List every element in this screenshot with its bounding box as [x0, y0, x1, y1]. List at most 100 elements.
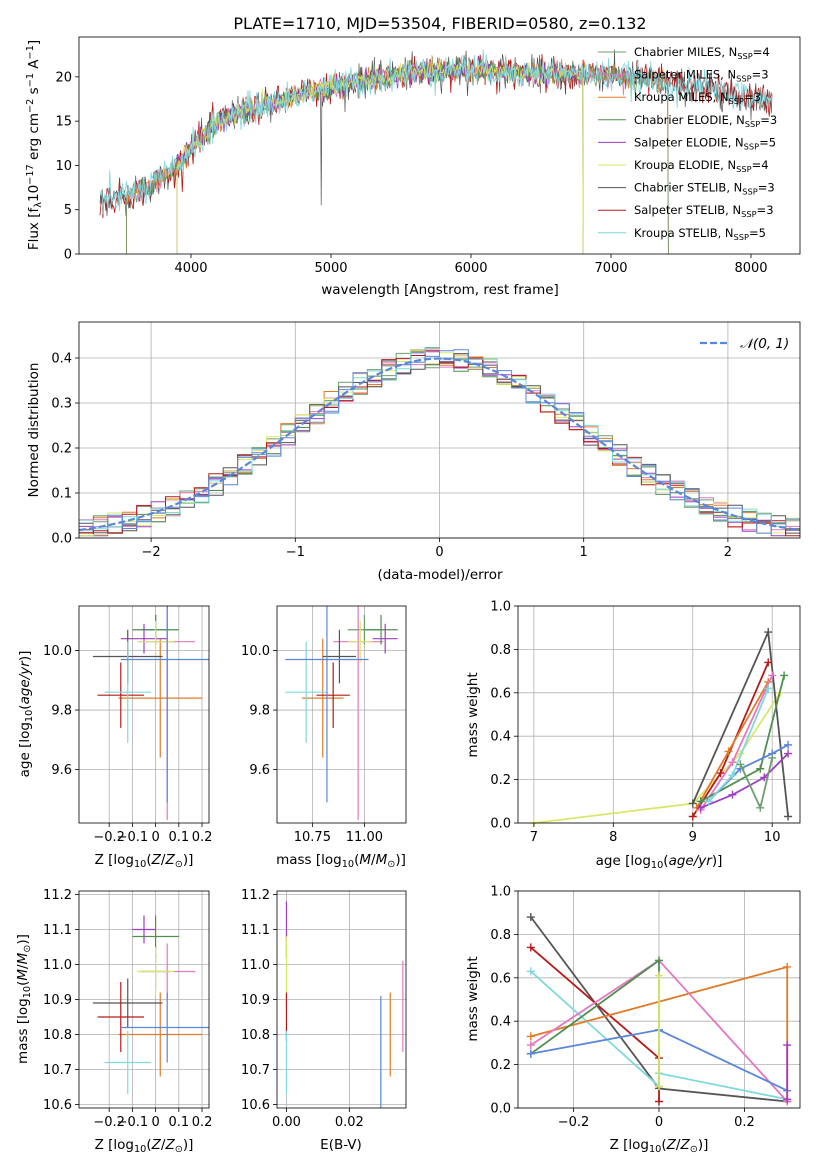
y-tick-label: 20 — [55, 70, 72, 85]
residual-histogram-panel: −2 −1 0 1 2 0.0 0.1 0.2 0.3 0.4 𝒩(0, 1) (data-model… — [26, 321, 801, 583]
y-tick-label: 0.0 — [490, 817, 511, 832]
plot-area — [285, 901, 404, 1108]
y-tick-label: 0.8 — [490, 928, 511, 943]
y-tick-label: 15 — [55, 115, 72, 130]
plot-area — [285, 606, 398, 821]
y-tick-label: 11.2 — [241, 888, 270, 903]
y-tick-label: 0.0 — [51, 532, 72, 547]
series-line — [695, 681, 769, 809]
x-tick-label: 0 — [151, 830, 159, 845]
spectrum-line — [176, 56, 584, 255]
plot-area — [99, 49, 773, 255]
legend-label: Salpeter ELODIE, NSSP=5 — [634, 135, 776, 151]
y-axis-label: Normed distribution — [26, 363, 42, 498]
y-tick-label: 11.2 — [43, 888, 72, 903]
y-tick-label: 5 — [64, 203, 72, 218]
series-marker — [784, 740, 793, 749]
y-tick-label: 9.6 — [249, 763, 270, 778]
series-marker — [764, 628, 773, 637]
y-tick-label: 0.6 — [490, 971, 511, 986]
x-tick-label: 0.1 — [168, 1115, 189, 1130]
x-axis-label: Z [log10(Z/Z⊙)] — [610, 1137, 709, 1155]
y-tick-label: 1.0 — [490, 600, 511, 615]
axes-frame — [517, 605, 801, 824]
y-tick-label: 0.0 — [490, 1102, 511, 1117]
axes: 0.00 0.02 10.6 10.7 10.8 10.9 11.0 11.1 11.2 — [241, 888, 407, 1130]
y-axis-label: mass weight — [465, 956, 481, 1041]
legend-label: Kroupa STELIB, NSSP=5 — [634, 226, 766, 242]
mass-vs-extinction-panel: 0.00 0.02 10.6 10.7 10.8 10.9 11.0 11.1 11.2 E(B-… — [241, 888, 407, 1153]
series-marker — [526, 1049, 535, 1058]
y-tick-label: 0.6 — [490, 686, 511, 701]
age-vs-mass-panel: 10.75 11.00 9.6 9.8 10.0 mass [log10(M/M⊙)] — [241, 605, 407, 870]
legend-label: Kroupa ELODIE, NSSP=4 — [634, 158, 769, 174]
y-tick-label: 1.0 — [490, 885, 511, 900]
x-tick-label: 10.75 — [294, 830, 331, 845]
x-tick-label: 0 — [435, 545, 443, 560]
y-tick-label: 10.0 — [43, 644, 72, 659]
series-marker — [764, 658, 773, 667]
x-tick-label: 0.1 — [168, 830, 189, 845]
x-axis-label: Z [log10(Z/Z⊙)] — [95, 1137, 194, 1155]
x-tick-label: 1 — [580, 545, 588, 560]
axes: 7 8 9 10 0.0 0.2 0.4 0.6 0.8 1.0 — [490, 600, 801, 845]
series-marker — [526, 1041, 535, 1050]
series-marker — [783, 1041, 792, 1050]
plot-area — [78, 347, 801, 537]
x-tick-label: −2 — [142, 545, 161, 560]
x-tick-label: −0.1 — [117, 830, 149, 845]
x-tick-label: −0.1 — [117, 1115, 149, 1130]
legend-label: Chabrier STELIB, NSSP=3 — [634, 181, 775, 197]
y-tick-label: 0.4 — [51, 352, 72, 367]
series-marker — [716, 769, 725, 778]
series-marker — [724, 747, 733, 756]
x-axis-label: (data-model)/error — [377, 567, 503, 583]
series-line — [530, 946, 660, 1102]
legend: 𝒩(0, 1) — [700, 336, 789, 352]
series-marker — [688, 799, 697, 808]
series-marker — [783, 1095, 792, 1104]
plot-area — [526, 913, 792, 1106]
y-tick-label: 9.8 — [249, 704, 270, 719]
figure-title: PLATE=1710, MJD=53504, FIBERID=0580, z=0… — [233, 14, 646, 33]
axes: 10.75 11.00 9.6 9.8 10.0 — [241, 605, 407, 845]
axes: −2 −1 0 1 2 0.0 0.1 0.2 0.3 0.4 — [51, 321, 801, 560]
x-tick-label: 4000 — [174, 261, 207, 276]
x-axis-label: mass [log10(M/M⊙)] — [276, 852, 406, 870]
y-tick-label: 10.9 — [241, 993, 270, 1008]
series-marker — [526, 1032, 535, 1041]
series-marker — [764, 684, 773, 693]
series-marker — [768, 671, 777, 680]
normal-curve — [78, 357, 801, 532]
x-tick-label: 0.02 — [335, 1115, 364, 1130]
y-tick-label: 11.1 — [43, 923, 72, 938]
x-tick-label: 9 — [689, 830, 697, 845]
series-marker — [526, 943, 535, 952]
series-marker — [704, 797, 713, 806]
x-tick-label: −0.2 — [558, 1115, 590, 1130]
series-marker — [780, 671, 789, 680]
legend-label: Salpeter MILES, NSSP=3 — [634, 68, 769, 84]
y-tick-label: 10.7 — [241, 1063, 270, 1078]
y-tick-label: 10.8 — [43, 1028, 72, 1043]
y-tick-label: 10 — [55, 159, 72, 174]
series-marker — [688, 812, 697, 821]
series-marker — [728, 758, 737, 767]
x-tick-label: 8000 — [734, 261, 767, 276]
series-marker — [655, 1082, 663, 1091]
series-line — [699, 675, 774, 811]
axes-frame — [276, 605, 407, 824]
y-tick-label: 11.0 — [241, 958, 270, 973]
x-tick-label: 6000 — [454, 261, 487, 276]
series-marker — [736, 760, 745, 769]
axes: −0.2−0.1 0 0.1 0.2 9.6 9.8 10.0 — [43, 605, 212, 845]
axes-frame — [78, 605, 210, 824]
x-tick-label: −0.2 — [93, 830, 125, 845]
x-axis-label: E(B-V) — [320, 1137, 362, 1153]
histogram-step — [79, 353, 800, 534]
y-tick-label: 9.6 — [51, 763, 72, 778]
series-line — [700, 752, 789, 809]
y-tick-label: 0.2 — [51, 442, 72, 457]
y-tick-label: 10.9 — [43, 993, 72, 1008]
